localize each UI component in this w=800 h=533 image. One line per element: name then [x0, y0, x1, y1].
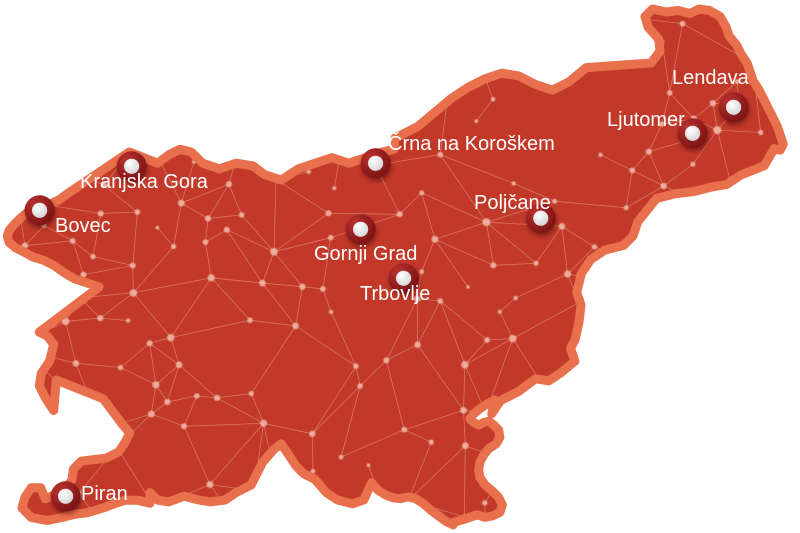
- svg-text:Lendava: Lendava: [672, 67, 750, 89]
- svg-text:Ljutomer: Ljutomer: [607, 109, 685, 131]
- svg-text:Bovec: Bovec: [55, 215, 111, 237]
- svg-text:Trbovlje: Trbovlje: [360, 283, 430, 305]
- svg-text:Črna na Koroškem: Črna na Koroškem: [388, 132, 555, 155]
- svg-text:Kranjska Gora: Kranjska Gora: [80, 171, 209, 193]
- svg-text:Gornji Grad: Gornji Grad: [314, 243, 417, 265]
- svg-text:Poljčane: Poljčane: [474, 192, 551, 214]
- svg-text:Piran: Piran: [81, 483, 128, 505]
